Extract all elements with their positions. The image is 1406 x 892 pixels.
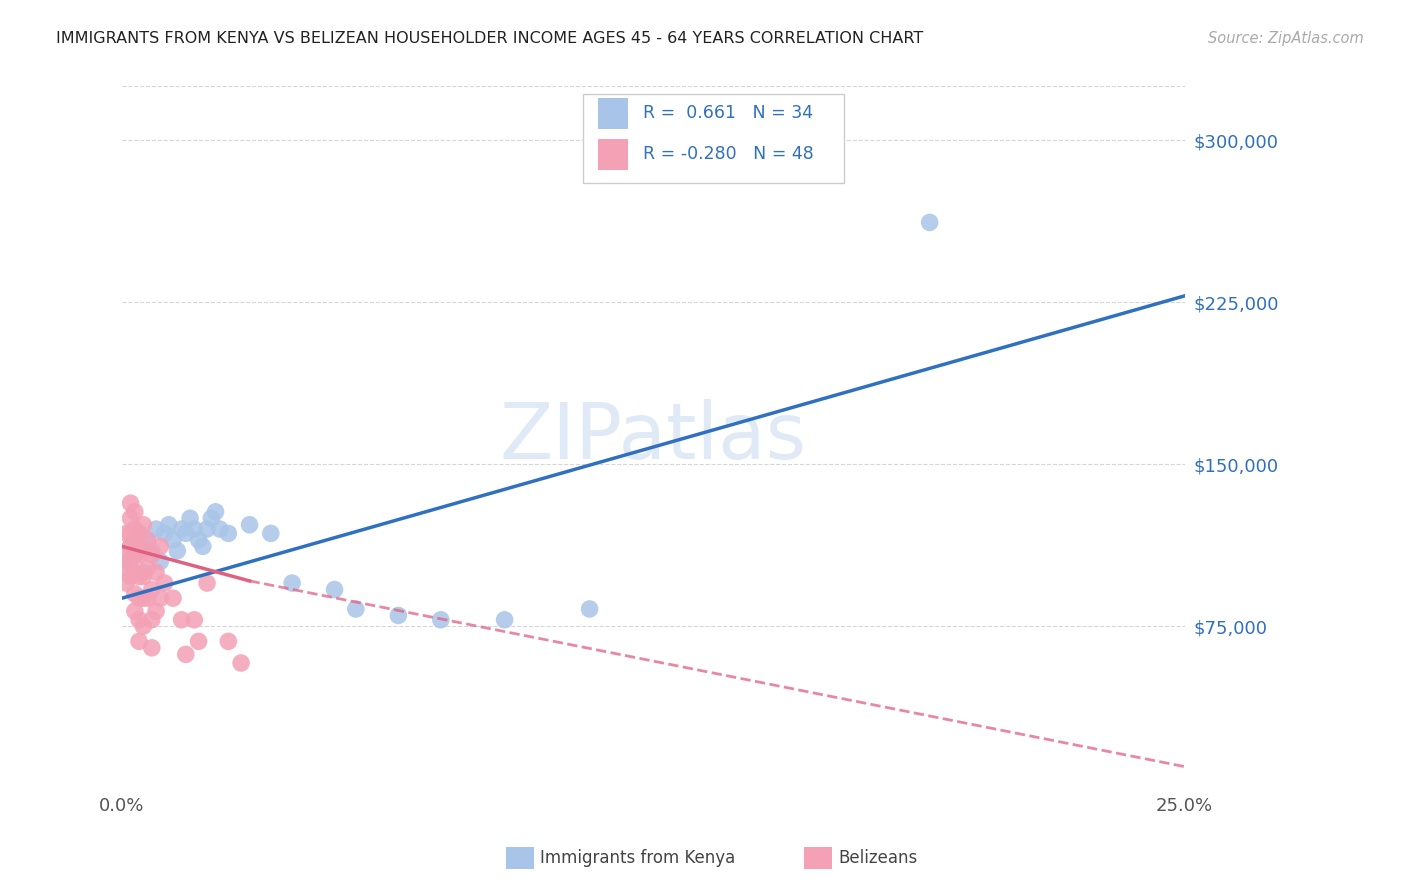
Point [120,569,142,583]
Point [120,554,142,568]
Point [136,533,159,547]
Point [578,602,600,616]
Text: Immigrants from Kenya: Immigrants from Kenya [540,849,735,867]
Point [162,533,184,547]
Point [124,548,146,562]
Point [918,215,941,229]
Point [120,540,142,554]
Point [149,540,172,554]
Point [128,569,150,583]
Point [132,517,155,532]
Point [115,554,138,568]
Point [208,522,231,536]
Point [200,511,222,525]
Point [124,522,146,536]
Point [149,591,172,606]
Point [217,634,239,648]
Point [145,522,167,536]
Text: Source: ZipAtlas.com: Source: ZipAtlas.com [1208,31,1364,46]
Point [132,569,155,583]
Point [145,604,167,618]
Point [141,582,163,597]
Point [124,604,146,618]
Point [494,613,516,627]
Point [149,554,172,568]
Point [195,576,218,591]
Point [132,543,155,558]
Text: R =  0.661   N = 34: R = 0.661 N = 34 [643,104,813,122]
Point [344,602,367,616]
Point [115,526,138,541]
Point [174,526,197,541]
Point [183,522,205,536]
Point [128,634,150,648]
Point [124,533,146,547]
Text: Belizeans: Belizeans [838,849,917,867]
Point [136,561,159,575]
Point [136,591,159,606]
Point [132,566,155,580]
Point [141,640,163,655]
Point [115,548,138,562]
Text: R = -0.280   N = 48: R = -0.280 N = 48 [643,145,813,163]
Point [260,526,283,541]
Point [153,576,176,591]
Point [120,511,142,525]
Point [281,576,304,591]
Point [387,608,409,623]
Point [120,496,142,510]
Point [141,548,163,562]
Point [124,566,146,580]
Point [141,613,163,627]
Point [128,526,150,541]
Point [174,648,197,662]
Point [128,613,150,627]
Point [145,566,167,580]
Point [187,634,209,648]
Point [170,522,193,536]
Point [115,576,138,591]
Point [128,548,150,562]
Point [229,656,252,670]
Point [120,526,142,541]
Point [238,517,260,532]
Point [204,505,226,519]
Point [191,540,214,554]
Point [136,533,159,547]
Point [323,582,346,597]
Point [128,526,150,541]
Point [170,613,193,627]
Point [115,566,138,580]
Point [153,526,176,541]
Point [132,591,155,606]
Point [132,619,155,633]
Point [120,540,142,554]
Point [166,543,188,558]
Point [217,526,239,541]
Text: ZIPatlas: ZIPatlas [501,400,807,475]
Point [195,522,218,536]
Point [157,517,180,532]
Point [187,533,209,547]
Point [430,613,453,627]
Point [179,511,201,525]
Point [183,613,205,627]
Point [141,543,163,558]
Point [124,548,146,562]
Point [162,591,184,606]
Point [124,587,146,601]
Text: IMMIGRANTS FROM KENYA VS BELIZEAN HOUSEHOLDER INCOME AGES 45 - 64 YEARS CORRELAT: IMMIGRANTS FROM KENYA VS BELIZEAN HOUSEH… [56,31,924,46]
Point [128,591,150,606]
Point [124,505,146,519]
